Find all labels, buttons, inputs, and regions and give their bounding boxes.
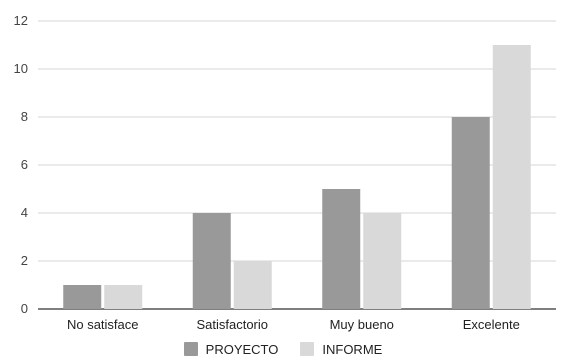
legend-label-informe: INFORME — [322, 341, 383, 357]
y-tick-label: 8 — [21, 109, 28, 124]
bar-informe-1 — [233, 261, 272, 309]
legend-swatch-proyecto — [183, 342, 198, 356]
bar-informe-0 — [104, 285, 143, 309]
x-category-label: Muy bueno — [330, 317, 394, 332]
legend-item-informe: INFORME — [300, 342, 382, 357]
y-tick-label: 0 — [21, 301, 28, 316]
bar-informe-2 — [363, 213, 402, 309]
legend-swatch-informe — [300, 342, 315, 356]
legend-item-proyecto: PROYECTO — [183, 341, 279, 357]
bar-proyecto-1 — [192, 213, 231, 309]
bar-proyecto-2 — [322, 189, 361, 309]
y-tick-label: 6 — [21, 157, 28, 172]
x-category-label: Satisfactorio — [196, 317, 268, 332]
y-tick-label: 12 — [14, 13, 28, 28]
chart-legend: PROYECTO INFORME — [0, 340, 566, 358]
bar-informe-3 — [492, 45, 531, 309]
y-tick-label: 2 — [21, 253, 28, 268]
x-category-label: Excelente — [463, 317, 520, 332]
bar-proyecto-3 — [451, 117, 490, 309]
legend-label-proyecto: PROYECTO — [205, 341, 279, 357]
y-tick-label: 10 — [14, 61, 28, 76]
x-category-label: No satisface — [67, 317, 139, 332]
chart-plot: 0 2 4 6 8 10 12 No satisface Satisfactorio Muy bu… — [14, 13, 556, 332]
bar-proyecto-0 — [63, 285, 102, 309]
y-tick-label: 4 — [21, 205, 28, 220]
